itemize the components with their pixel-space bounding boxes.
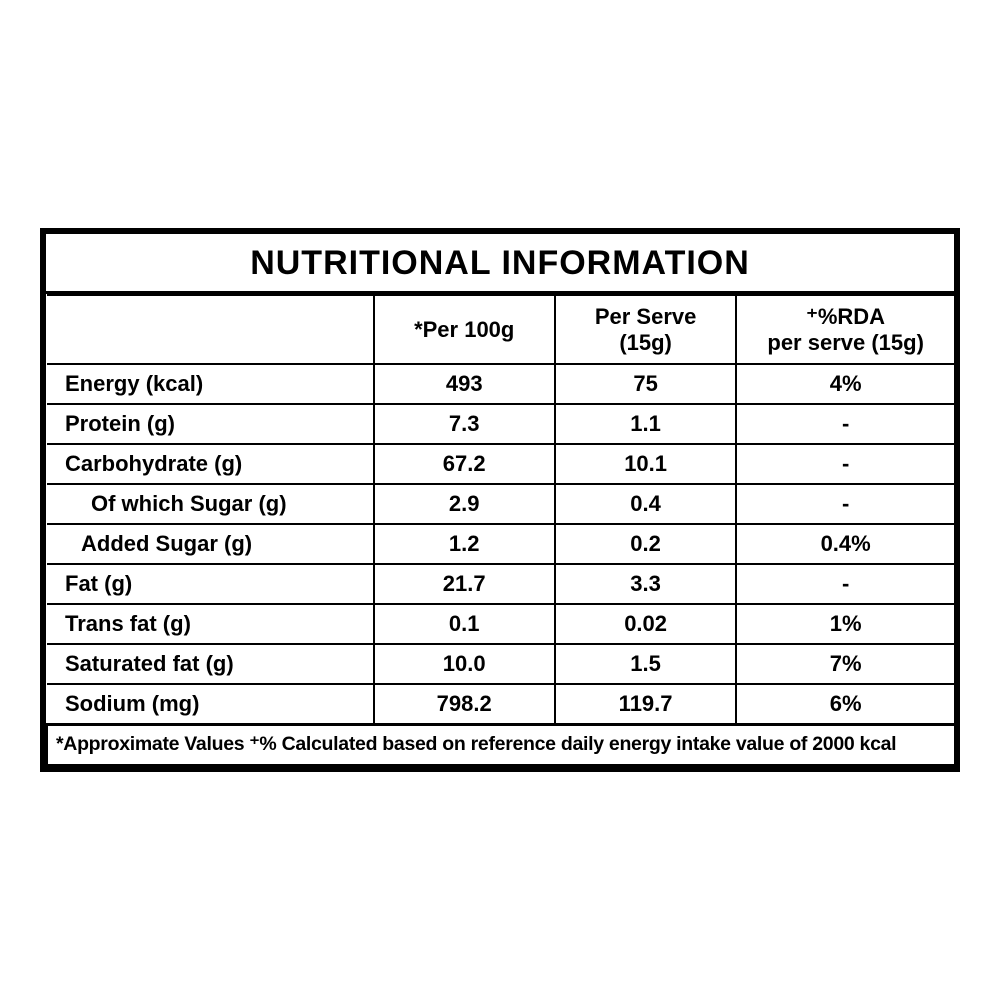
value-per100g: 798.2 (374, 684, 555, 725)
nutrient-label: Trans fat (g) (47, 604, 374, 644)
nutrient-label: Protein (g) (47, 404, 374, 444)
value-rda: - (736, 564, 954, 604)
nutrition-body: Energy (kcal)493754%Protein (g)7.31.1-Ca… (47, 364, 954, 725)
table-row: Trans fat (g)0.10.021% (47, 604, 954, 644)
col-header-rda-l2: per serve (15g) (767, 330, 924, 355)
value-per100g: 0.1 (374, 604, 555, 644)
table-row: Energy (kcal)493754% (47, 364, 954, 404)
nutrient-label: Added Sugar (g) (47, 524, 374, 564)
value-rda: 4% (736, 364, 954, 404)
col-header-blank (47, 295, 374, 364)
value-rda: 1% (736, 604, 954, 644)
footnote-row: *Approximate Values ⁺% Calculated based … (47, 724, 954, 765)
value-per100g: 67.2 (374, 444, 555, 484)
nutrient-label: Of which Sugar (g) (47, 484, 374, 524)
col-header-per-serve-l2: (15g) (619, 330, 672, 355)
value-per100g: 10.0 (374, 644, 555, 684)
nutrient-label: Energy (kcal) (47, 364, 374, 404)
col-header-per100g: *Per 100g (374, 295, 555, 364)
value-rda: - (736, 404, 954, 444)
table-row: Protein (g)7.31.1- (47, 404, 954, 444)
value-per-serve: 1.5 (555, 644, 736, 684)
table-row: Added Sugar (g)1.20.20.4% (47, 524, 954, 564)
value-per-serve: 0.2 (555, 524, 736, 564)
nutrient-label: Saturated fat (g) (47, 644, 374, 684)
value-per-serve: 0.4 (555, 484, 736, 524)
value-rda: 0.4% (736, 524, 954, 564)
footnote-text: *Approximate Values ⁺% Calculated based … (47, 724, 954, 765)
value-per100g: 493 (374, 364, 555, 404)
value-per100g: 2.9 (374, 484, 555, 524)
nutrition-table: *Per 100g Per Serve (15g) ⁺%RDA per serv… (46, 294, 954, 766)
value-per-serve: 10.1 (555, 444, 736, 484)
nutrient-label: Fat (g) (47, 564, 374, 604)
table-row: Sodium (mg)798.2119.76% (47, 684, 954, 725)
footnote-a: *Approximate Values (56, 733, 249, 755)
table-row: Fat (g)21.73.3- (47, 564, 954, 604)
value-per-serve: 119.7 (555, 684, 736, 725)
footnote-b: ⁺% Calculated based on reference daily e… (249, 733, 896, 755)
value-per-serve: 3.3 (555, 564, 736, 604)
table-row: Of which Sugar (g)2.90.4- (47, 484, 954, 524)
col-header-per-serve: Per Serve (15g) (555, 295, 736, 364)
col-header-rda-l1: ⁺%RDA (806, 304, 885, 329)
nutrition-panel: NUTRITIONAL INFORMATION *Per 100g Per Se… (40, 228, 960, 772)
value-per-serve: 1.1 (555, 404, 736, 444)
value-rda: - (736, 444, 954, 484)
table-row: Carbohydrate (g)67.210.1- (47, 444, 954, 484)
value-per100g: 21.7 (374, 564, 555, 604)
value-per-serve: 0.02 (555, 604, 736, 644)
table-row: Saturated fat (g)10.01.57% (47, 644, 954, 684)
nutrient-label: Sodium (mg) (47, 684, 374, 725)
value-per100g: 7.3 (374, 404, 555, 444)
value-rda: 6% (736, 684, 954, 725)
value-rda: 7% (736, 644, 954, 684)
value-per-serve: 75 (555, 364, 736, 404)
value-per100g: 1.2 (374, 524, 555, 564)
col-header-per-serve-l1: Per Serve (595, 304, 697, 329)
panel-title: NUTRITIONAL INFORMATION (46, 234, 954, 294)
nutrient-label: Carbohydrate (g) (47, 444, 374, 484)
value-rda: - (736, 484, 954, 524)
col-header-rda: ⁺%RDA per serve (15g) (736, 295, 954, 364)
header-row: *Per 100g Per Serve (15g) ⁺%RDA per serv… (47, 295, 954, 364)
